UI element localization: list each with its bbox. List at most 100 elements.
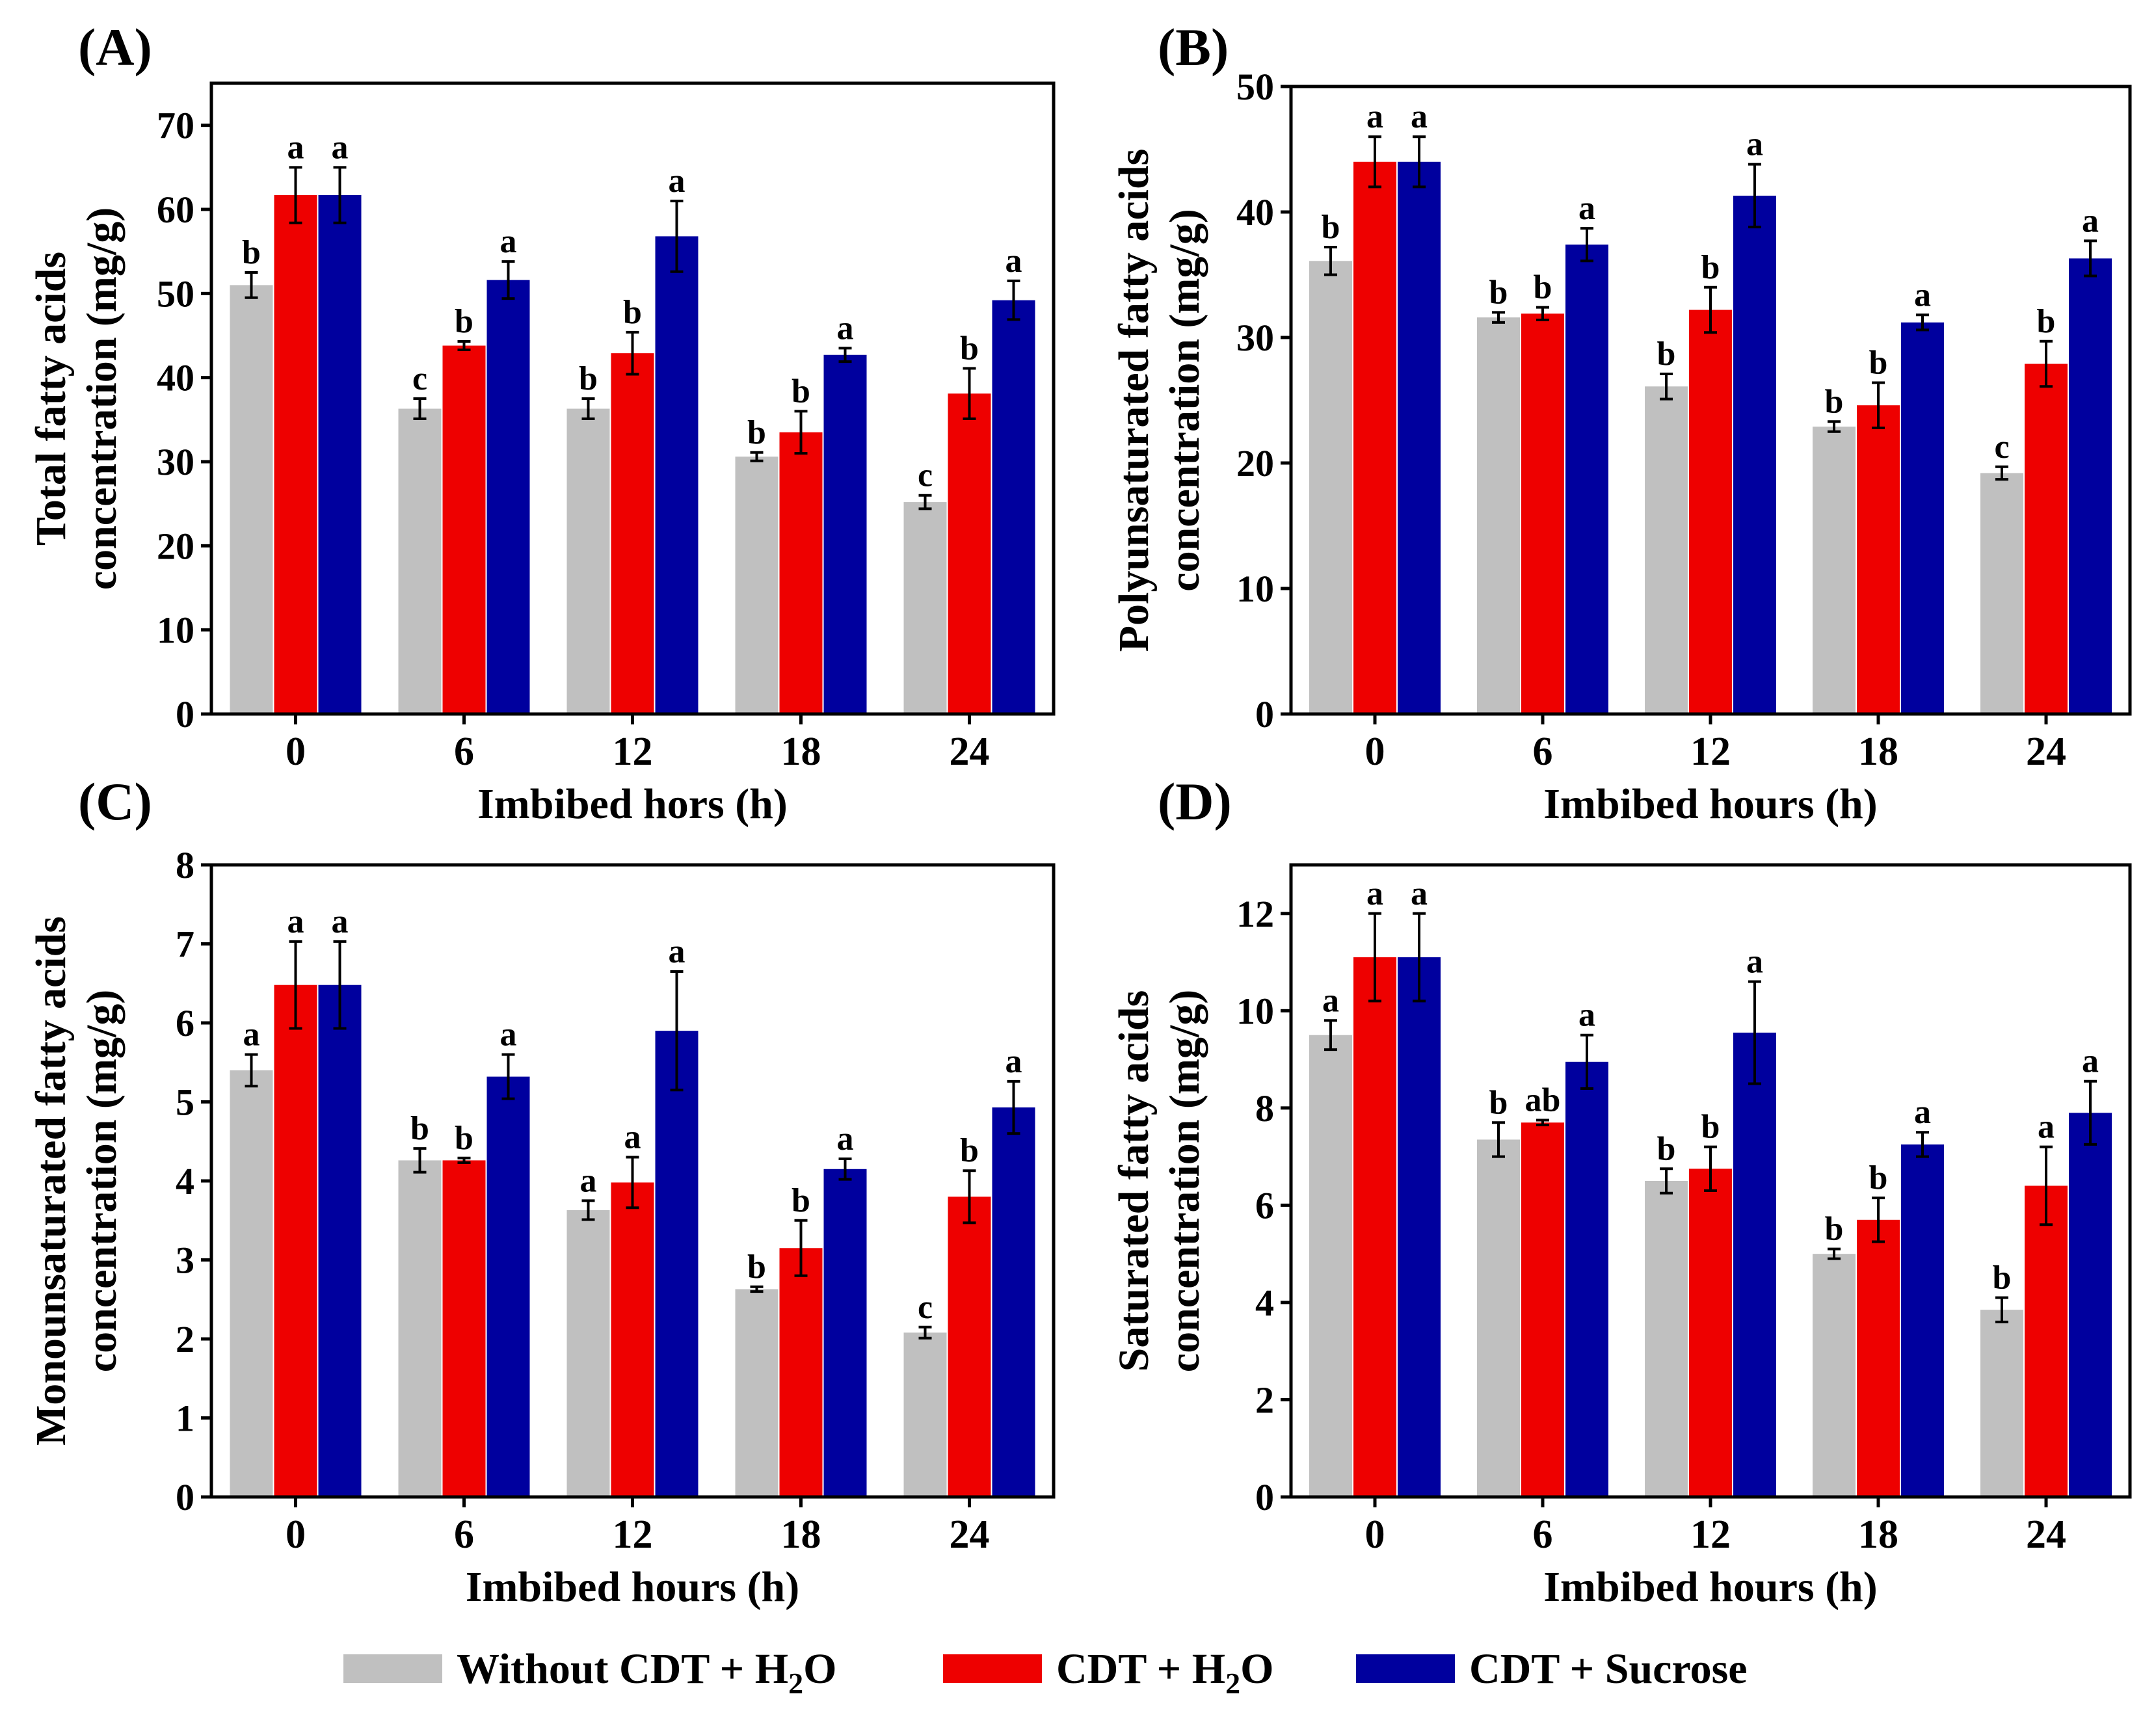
bar xyxy=(611,353,654,714)
significance-letter: b xyxy=(1322,209,1340,246)
bar xyxy=(903,502,947,714)
y-axis-title: Monounsaturated fatty acidsconcentration… xyxy=(27,916,126,1446)
significance-letter: a xyxy=(837,310,854,347)
x-tick-label: 12 xyxy=(1690,1513,1731,1557)
significance-letter: a xyxy=(287,129,304,166)
bar xyxy=(1398,957,1441,1497)
x-tick-label: 24 xyxy=(950,1513,990,1557)
significance-letter: c xyxy=(1994,429,2009,466)
legend-label-main: Without CDT + H xyxy=(457,1645,788,1693)
y-tick-label: 5 xyxy=(176,1081,194,1124)
significance-letter: b xyxy=(410,1110,429,1147)
x-tick-label: 6 xyxy=(454,730,474,774)
y-tick-label: 1 xyxy=(176,1397,194,1440)
y-tick-label: 20 xyxy=(1236,442,1274,484)
y-tick-label: 6 xyxy=(176,1002,194,1044)
significance-letter: a xyxy=(580,1162,597,1199)
legend-label-subscript: 2 xyxy=(1225,1667,1240,1700)
significance-letter: b xyxy=(1657,336,1676,373)
significance-letter: b xyxy=(242,234,261,271)
significance-letter: a xyxy=(243,1016,260,1053)
significance-letter: a xyxy=(332,903,349,940)
bar xyxy=(1645,386,1688,714)
x-tick-label: 24 xyxy=(2026,730,2066,774)
bar xyxy=(1901,322,1944,715)
bar xyxy=(823,354,867,714)
x-tick-label: 6 xyxy=(454,1513,474,1557)
panel-label: (B) xyxy=(1158,18,1229,77)
y-tick-label: 0 xyxy=(176,1476,194,1518)
x-tick-label: 24 xyxy=(950,730,990,774)
bar xyxy=(318,985,362,1497)
y-tick-label: 70 xyxy=(157,105,194,147)
bar xyxy=(735,1289,779,1497)
y-tick-label: 4 xyxy=(176,1160,194,1202)
bar xyxy=(655,236,699,714)
bar xyxy=(1477,1139,1520,1497)
legend-label-main: CDT + H xyxy=(1056,1645,1225,1693)
significance-letter: a xyxy=(332,129,349,166)
x-tick-label: 18 xyxy=(781,1513,821,1557)
significance-letter: a xyxy=(1322,982,1339,1019)
bar xyxy=(1353,161,1396,715)
y-tick-label: 60 xyxy=(157,189,194,231)
significance-letter: b xyxy=(1869,344,1888,381)
x-axis-title: Imbibed hours (h) xyxy=(1543,1563,1877,1611)
bar xyxy=(1309,1035,1352,1497)
y-tick-label: 3 xyxy=(176,1239,194,1282)
bar xyxy=(1689,1169,1732,1497)
bar xyxy=(1689,310,1732,714)
significance-letter: b xyxy=(1701,1109,1720,1146)
bar xyxy=(2025,1185,2068,1497)
y-axis-title-line: concentration (mg/g) xyxy=(78,207,126,590)
legend-swatch xyxy=(343,1654,442,1683)
bar xyxy=(655,1031,699,1497)
significance-letter: a xyxy=(1366,98,1383,135)
x-tick-label: 18 xyxy=(1858,1513,1898,1557)
x-axis-title: Imbibed hours (h) xyxy=(466,1563,799,1611)
bar xyxy=(611,1182,654,1497)
significance-letter: b xyxy=(1825,383,1844,420)
bar xyxy=(2069,1113,2112,1497)
x-tick-label: 18 xyxy=(1858,730,1898,774)
bar xyxy=(2069,258,2112,714)
bar xyxy=(1521,1122,1564,1497)
significance-letter: b xyxy=(747,414,766,451)
bar xyxy=(992,1107,1035,1497)
significance-letter: a xyxy=(2082,202,2099,239)
significance-letter: c xyxy=(918,457,933,494)
significance-letter: b xyxy=(455,303,473,340)
bar xyxy=(903,1332,947,1497)
significance-letter: a xyxy=(1366,875,1383,912)
x-tick-label: 24 xyxy=(2026,1513,2066,1557)
y-tick-label: 12 xyxy=(1236,893,1274,935)
significance-letter: a xyxy=(1746,943,1763,980)
significance-letter: a xyxy=(1914,1094,1931,1131)
y-tick-label: 0 xyxy=(1255,693,1274,735)
x-tick-label: 12 xyxy=(613,730,653,774)
bar xyxy=(1980,1310,2023,1497)
x-tick-label: 18 xyxy=(781,730,821,774)
x-tick-label: 12 xyxy=(613,1513,653,1557)
significance-letter: b xyxy=(1869,1159,1888,1197)
y-axis-title-line: Monounsaturated fatty acids xyxy=(27,916,75,1446)
y-tick-label: 30 xyxy=(1236,317,1274,359)
legend-swatch xyxy=(943,1654,1042,1683)
x-axis-title: Imbibed hours (h) xyxy=(1543,780,1877,828)
significance-letter: a xyxy=(1005,243,1022,280)
x-tick-label: 6 xyxy=(1533,730,1553,774)
panel-label: (C) xyxy=(78,772,152,831)
bar xyxy=(1565,1061,1608,1497)
y-tick-label: 10 xyxy=(1236,990,1274,1032)
significance-letter: a xyxy=(1411,875,1428,912)
y-tick-label: 10 xyxy=(1236,568,1274,610)
y-tick-label: 40 xyxy=(1236,191,1274,233)
panel-label: (D) xyxy=(1158,772,1232,831)
bar xyxy=(779,1248,823,1497)
bar xyxy=(398,408,442,714)
x-axis-title: Imbibed hors (h) xyxy=(477,780,788,828)
bar xyxy=(486,280,530,714)
y-axis-title-line: Total fatty acids xyxy=(27,252,75,546)
